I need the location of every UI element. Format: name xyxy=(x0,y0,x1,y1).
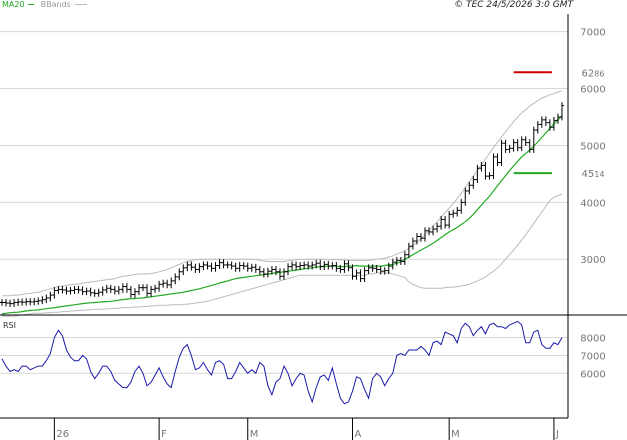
copyright-text: © TEC 24/5/2026 3:0 GMT xyxy=(454,0,573,10)
price-tick-label: 6000 xyxy=(580,85,605,96)
bband-upper-line xyxy=(2,90,563,297)
month-label: A xyxy=(354,429,361,440)
price-tick-label: 4000 xyxy=(580,198,605,209)
rsi-tick-label: 8000 xyxy=(580,333,605,344)
resistance-level-label: 6286 xyxy=(582,68,605,79)
price-tick-label: 5000 xyxy=(580,141,605,152)
month-label: 26 xyxy=(56,429,69,440)
month-label: M xyxy=(451,429,460,440)
rsi-tick-label: 7000 xyxy=(580,351,605,362)
legend-bbands: BBands xyxy=(40,0,71,9)
legend-ma20: MA20 xyxy=(2,0,25,9)
rsi-title: RSI xyxy=(3,321,16,330)
month-label: J xyxy=(555,429,559,440)
price-tick-label: 3000 xyxy=(580,255,605,266)
chart-legend: MA20 BBands xyxy=(2,0,88,10)
bband-lower-line xyxy=(2,193,563,317)
ma20-line xyxy=(1,115,563,315)
support-level-label: 4514 xyxy=(582,169,605,180)
month-label: M xyxy=(250,429,259,440)
rsi-line xyxy=(1,320,563,405)
rsi-tick-label: 6000 xyxy=(580,369,605,380)
price-tick-label: 7000 xyxy=(580,28,605,39)
month-label: F xyxy=(161,429,167,440)
